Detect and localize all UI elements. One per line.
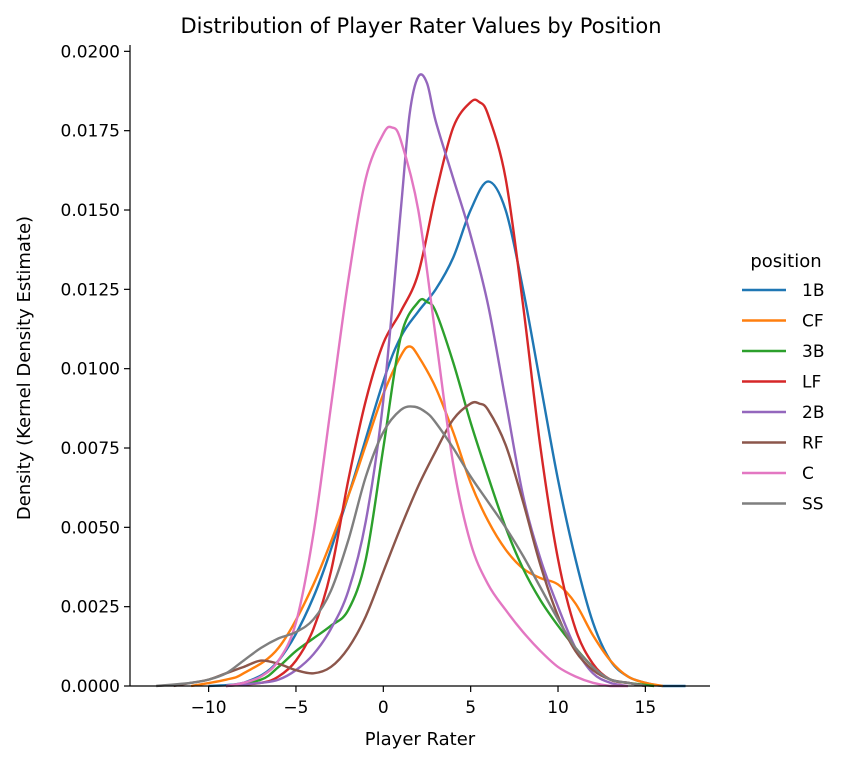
y-tick-label: 0.0000 (61, 677, 120, 697)
series-line-lf (225, 98, 646, 688)
y-tick-label: 0.0200 (61, 42, 120, 62)
x-axis-label: Player Rater (365, 729, 476, 750)
y-tick-label: 0.0125 (61, 280, 120, 300)
legend: position 1B CF 3B LF 2B RF C SS (742, 251, 824, 515)
series-line-cf (190, 345, 664, 688)
x-tick-label: −5 (283, 698, 308, 718)
x-ticks: −10 −5 0 5 10 15 (191, 686, 657, 718)
y-tick-label: 0.0050 (61, 518, 120, 538)
x-tick-label: 10 (547, 698, 569, 718)
legend-label: SS (802, 495, 824, 515)
series-line-rf (173, 400, 646, 688)
legend-label: RF (802, 434, 824, 454)
series-line-2b (225, 73, 629, 688)
y-tick-label: 0.0100 (61, 360, 120, 380)
chart-title: Distribution of Player Rater Values by P… (180, 14, 661, 38)
legend-label: C (802, 464, 814, 484)
y-tick-label: 0.0025 (61, 598, 120, 618)
legend-label: CF (802, 312, 824, 332)
x-tick-label: −10 (191, 698, 227, 718)
plot-lines (156, 73, 686, 688)
x-tick-label: 5 (465, 698, 476, 718)
y-ticks: 0.0000 0.0025 0.0050 0.0075 0.0100 0.0125 0.01… (61, 42, 130, 697)
legend-label: 2B (802, 403, 824, 423)
series-line-1b (208, 180, 686, 688)
legend-label: LF (802, 373, 821, 393)
y-axis-label: Density (Kernel Density Estimate) (14, 216, 35, 520)
y-tick-label: 0.0175 (61, 122, 120, 142)
x-tick-label: 15 (635, 698, 657, 718)
legend-label: 3B (802, 342, 824, 362)
series-line-c (225, 125, 628, 688)
y-tick-label: 0.0150 (61, 201, 120, 221)
y-tick-label: 0.0075 (61, 439, 120, 459)
x-tick-label: 0 (378, 698, 389, 718)
legend-label: 1B (802, 281, 824, 301)
legend-title: position (750, 251, 821, 272)
series-line-ss (156, 405, 646, 688)
